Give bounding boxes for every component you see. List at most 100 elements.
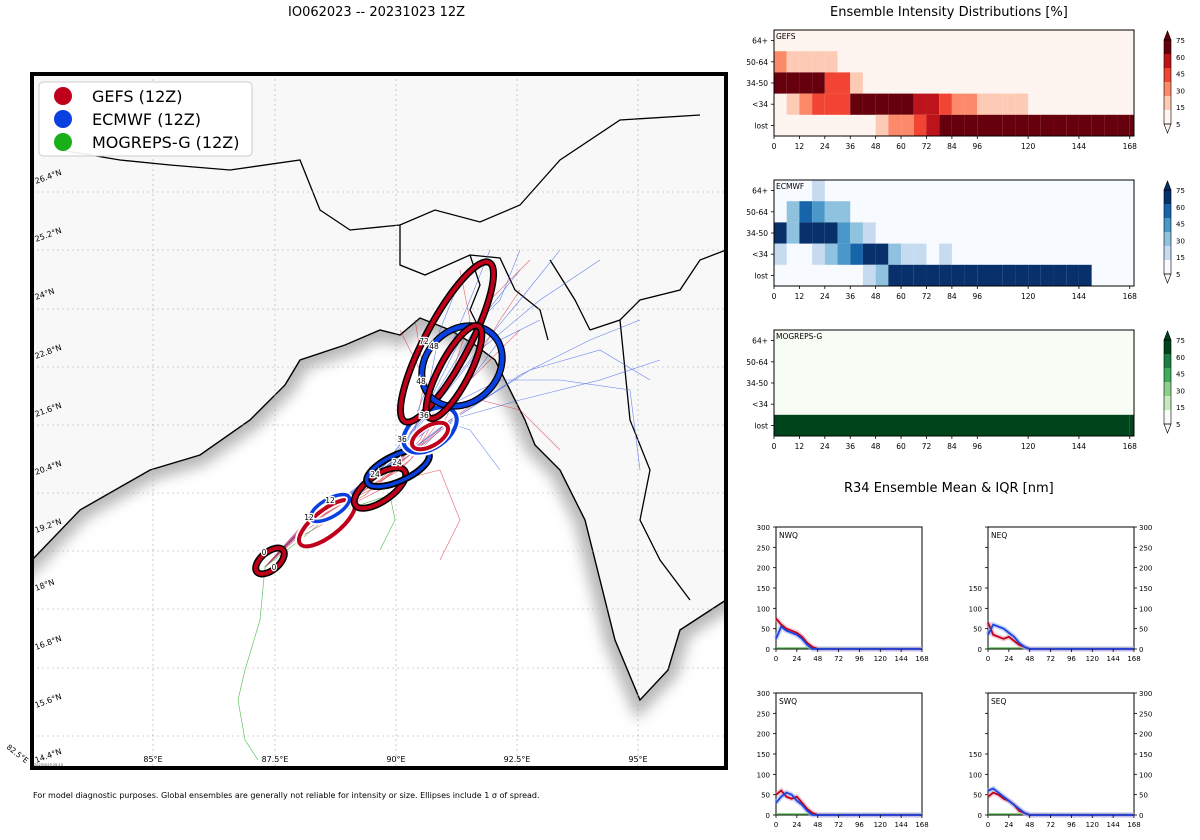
heatmap-cell bbox=[799, 72, 813, 94]
r34-xtick-label: 168 bbox=[915, 821, 928, 829]
hour-label: 12 bbox=[304, 513, 314, 522]
colorbar-tick-label: 45 bbox=[1176, 221, 1185, 229]
heatmap-row-label: 50-64 bbox=[746, 358, 768, 367]
heatmap-cell bbox=[862, 93, 876, 115]
colorbar-frame bbox=[1163, 339, 1172, 425]
heatmap-cell bbox=[888, 264, 902, 286]
longitude-labels: 85°E 87.5°E 90°E 92.5°E 95°E bbox=[143, 755, 647, 764]
heatmap-cell bbox=[939, 114, 952, 136]
heatmap-cell bbox=[850, 222, 863, 244]
legend-marker-ecmwf bbox=[54, 110, 72, 128]
r34-ytick-label: 50 bbox=[761, 626, 770, 634]
heatmap-cell bbox=[786, 72, 800, 94]
colorbar-tick-label: 5 bbox=[1176, 421, 1180, 429]
heatmap-cell bbox=[812, 51, 825, 73]
heatmap-cell bbox=[901, 243, 914, 265]
heatmap-row-label: lost bbox=[754, 271, 768, 280]
heatmap-cell bbox=[901, 93, 914, 115]
map-layers: 0 0 12 12 24 24 36 36 48 48 72 bbox=[32, 74, 726, 768]
ellipse-gefs-72 bbox=[396, 258, 498, 426]
r34-ytick-label: 250 bbox=[1139, 710, 1152, 718]
hour-label: 24 bbox=[370, 470, 380, 479]
heatmap-cell bbox=[774, 414, 1130, 436]
r34-xtick-label: 120 bbox=[1086, 821, 1099, 829]
r34-panel-NWQ: NWQ 300 250 200 150 100 50 00 24 48 72 96 120 144 168 bbox=[757, 524, 929, 663]
heatmap-xtick-label: 72 bbox=[922, 442, 932, 451]
heatmap-cell bbox=[913, 114, 927, 136]
heatmap-cell bbox=[799, 51, 813, 73]
colorbar-segment bbox=[1164, 354, 1171, 368]
heatmap-cell bbox=[939, 243, 952, 265]
heatmap-cell bbox=[837, 222, 851, 244]
colorbar-tick-label: 60 bbox=[1176, 54, 1185, 62]
colorbar-frame bbox=[1163, 189, 1172, 275]
colorbar-segment bbox=[1164, 190, 1171, 204]
colorbar-tick-label: 45 bbox=[1176, 371, 1185, 379]
heatmap-cell bbox=[1078, 264, 1092, 286]
heatmap-cell bbox=[977, 264, 990, 286]
heatmap-cell bbox=[888, 114, 902, 136]
track-map: 0 0 12 12 24 24 36 36 48 48 72 26.4°N 25… bbox=[5, 72, 728, 770]
hour-label: 36 bbox=[397, 435, 407, 444]
heatmap-row-label: lost bbox=[754, 421, 768, 430]
intensity-title: Ensemble Intensity Distributions [%] bbox=[830, 5, 1068, 20]
heatmap-row-label: 50-64 bbox=[746, 58, 768, 67]
heatmap-row-label: 64+ bbox=[752, 37, 768, 46]
colorbar-segment bbox=[1164, 204, 1171, 218]
colorbar-segment bbox=[1164, 382, 1171, 396]
heatmap-xtick-label: 24 bbox=[820, 292, 830, 301]
r34-ytick-label: 100 bbox=[1139, 605, 1152, 613]
heatmap-cell bbox=[774, 222, 787, 244]
r34-ytick-label: 0 bbox=[1139, 812, 1143, 820]
colorbar-segment bbox=[1164, 54, 1171, 68]
colorbar-tick-label: 30 bbox=[1176, 387, 1185, 395]
heatmap-row-label: lost bbox=[754, 121, 768, 130]
r34-xtick-label: 24 bbox=[1004, 655, 1013, 663]
heatmap-cell bbox=[1053, 264, 1067, 286]
colorbar-segment bbox=[1164, 410, 1171, 424]
heatmap-cell bbox=[875, 114, 889, 136]
r34-ytick-label: 100 bbox=[757, 605, 770, 613]
heatmap-cell bbox=[1091, 114, 1105, 136]
heatmap-cell bbox=[812, 180, 825, 202]
render-timestamp: 20231023 20:13 bbox=[34, 763, 63, 767]
map-footer-note: For model diagnostic purposes. Global en… bbox=[33, 791, 540, 800]
hour-label: 48 bbox=[429, 342, 439, 351]
colorbar-min-arrow bbox=[1163, 273, 1172, 284]
heatmap-cell bbox=[1002, 264, 1016, 286]
heatmap-model-label: ECMWF bbox=[776, 182, 804, 191]
heatmap-cell bbox=[926, 264, 940, 286]
r34-quadrant-label: SEQ bbox=[991, 697, 1006, 706]
colorbar-tick-label: 15 bbox=[1176, 104, 1185, 112]
r34-xtick-label: 120 bbox=[874, 655, 887, 663]
colorbar-tick-label: 15 bbox=[1176, 254, 1185, 262]
r34-xtick-label: 144 bbox=[894, 821, 908, 829]
lon-label: 85°E bbox=[143, 755, 162, 764]
heatmap-xtick-label: 120 bbox=[1021, 292, 1036, 301]
legend-label-mogreps: MOGREPS-G (12Z) bbox=[92, 133, 239, 152]
colorbar-min-arrow bbox=[1163, 123, 1172, 134]
hour-label: 24 bbox=[392, 458, 402, 467]
heatmap-row-label: 50-64 bbox=[746, 208, 768, 217]
ellipse-ecmwf-12 bbox=[306, 491, 354, 525]
heatmap-cell bbox=[786, 93, 800, 115]
heatmap-row-label: 34-50 bbox=[746, 379, 768, 388]
r34-xtick-label: 24 bbox=[1004, 821, 1013, 829]
heatmap-cell bbox=[774, 243, 787, 265]
r34-xtick-label: 168 bbox=[1127, 821, 1140, 829]
r34-quadrant-label: SWQ bbox=[779, 697, 797, 706]
colorbar-segment bbox=[1164, 232, 1171, 246]
heatmap-xtick-label: 84 bbox=[947, 442, 957, 451]
heatmap-cell bbox=[990, 93, 1003, 115]
map-title: IO062023 -- 20231023 12Z bbox=[288, 5, 466, 20]
r34-ytick-label: 300 bbox=[757, 524, 770, 532]
heatmap-cell bbox=[926, 114, 940, 136]
lon-label: 90°E bbox=[386, 755, 405, 764]
r34-ytick-label: 250 bbox=[757, 544, 770, 552]
ellipse-gefs-36 bbox=[408, 419, 452, 453]
heatmap-xtick-label: 84 bbox=[947, 142, 957, 151]
colorbar-segment bbox=[1164, 368, 1171, 382]
colorbar-segment bbox=[1164, 218, 1171, 232]
r34-xtick-label: 0 bbox=[774, 821, 778, 829]
